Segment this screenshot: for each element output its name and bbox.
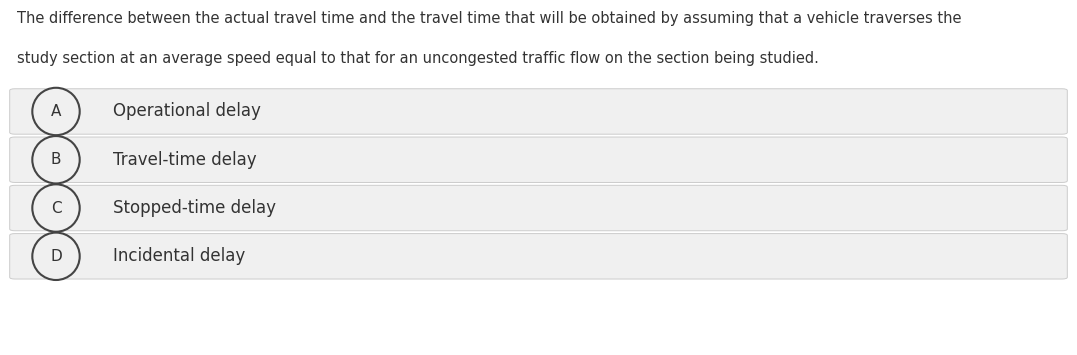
Ellipse shape: [32, 136, 80, 184]
Ellipse shape: [32, 233, 80, 280]
Text: The difference between the actual travel time and the travel time that will be o: The difference between the actual travel…: [17, 11, 962, 26]
Text: Stopped-time delay: Stopped-time delay: [113, 199, 276, 217]
Text: A: A: [51, 104, 61, 119]
Text: B: B: [51, 152, 61, 167]
Ellipse shape: [32, 184, 80, 232]
Text: study section at an average speed equal to that for an uncongested traffic flow : study section at an average speed equal …: [17, 51, 820, 66]
Text: C: C: [51, 201, 61, 215]
FancyBboxPatch shape: [10, 234, 1067, 279]
FancyBboxPatch shape: [10, 89, 1067, 134]
FancyBboxPatch shape: [10, 185, 1067, 231]
FancyBboxPatch shape: [10, 137, 1067, 182]
Text: Operational delay: Operational delay: [113, 103, 261, 120]
Text: Travel-time delay: Travel-time delay: [113, 151, 256, 169]
Ellipse shape: [32, 88, 80, 135]
Text: Incidental delay: Incidental delay: [113, 247, 246, 265]
Text: D: D: [51, 249, 61, 264]
